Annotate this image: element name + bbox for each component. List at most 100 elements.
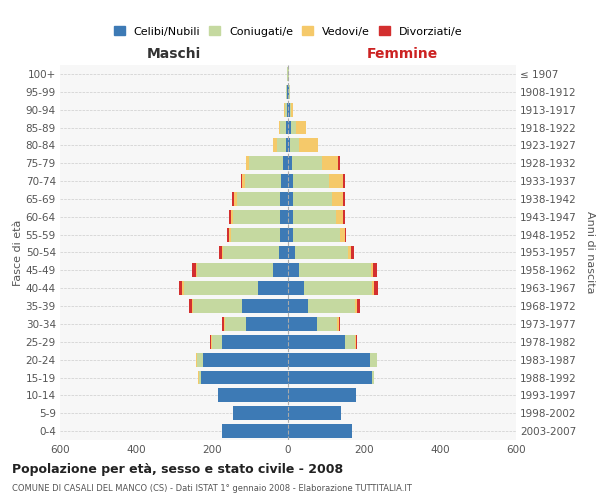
Bar	[292, 156, 322, 170]
Bar	[233, 192, 236, 206]
Bar	[348, 246, 351, 260]
Bar	[288, 192, 293, 206]
Bar	[340, 228, 344, 241]
Bar	[287, 102, 288, 117]
Bar	[197, 264, 273, 278]
Bar	[338, 156, 340, 170]
Bar	[288, 120, 291, 134]
Bar	[280, 120, 286, 134]
Bar	[288, 388, 356, 402]
Bar	[288, 352, 370, 366]
Text: COMUNE DI CASALI DEL MANCO (CS) - Dati ISTAT 1° gennaio 2008 - Elaborazione TUTT: COMUNE DI CASALI DEL MANCO (CS) - Dati I…	[12, 484, 412, 493]
Bar	[286, 138, 288, 152]
Bar	[273, 138, 277, 152]
Bar	[288, 424, 352, 438]
Bar	[322, 156, 338, 170]
Bar	[226, 317, 246, 331]
Bar	[355, 299, 357, 313]
Text: Maschi: Maschi	[147, 48, 201, 62]
Bar	[218, 388, 288, 402]
Bar	[223, 246, 278, 260]
Bar	[288, 264, 299, 278]
Bar	[295, 246, 348, 260]
Bar	[278, 120, 280, 134]
Bar	[203, 352, 288, 366]
Bar	[221, 335, 288, 349]
Bar	[288, 138, 290, 152]
Bar	[288, 210, 293, 224]
Bar	[373, 264, 377, 278]
Bar	[198, 370, 199, 384]
Bar	[370, 352, 377, 366]
Bar	[288, 335, 345, 349]
Y-axis label: Fasce di età: Fasce di età	[13, 220, 23, 286]
Bar	[197, 352, 203, 366]
Bar	[233, 406, 288, 420]
Bar	[288, 246, 295, 260]
Bar	[245, 174, 281, 188]
Bar	[296, 120, 306, 134]
Bar	[351, 246, 354, 260]
Bar	[329, 174, 343, 188]
Bar	[222, 317, 224, 331]
Bar	[332, 192, 343, 206]
Bar	[242, 299, 288, 313]
Bar	[192, 264, 196, 278]
Bar	[343, 210, 344, 224]
Bar	[339, 317, 340, 331]
Bar	[317, 317, 337, 331]
Bar	[232, 192, 233, 206]
Bar	[211, 335, 212, 349]
Bar	[293, 228, 340, 241]
Bar	[182, 281, 184, 295]
Bar	[242, 174, 245, 188]
Bar	[230, 210, 233, 224]
Bar	[284, 102, 285, 117]
Bar	[229, 228, 231, 241]
Bar	[212, 335, 221, 349]
Bar	[287, 85, 288, 99]
Bar	[299, 264, 371, 278]
Bar	[199, 370, 200, 384]
Bar	[288, 174, 293, 188]
Bar	[286, 120, 288, 134]
Bar	[288, 281, 304, 295]
Bar	[357, 299, 360, 313]
Bar	[224, 317, 226, 331]
Bar	[343, 192, 344, 206]
Bar	[293, 192, 332, 206]
Bar	[196, 264, 197, 278]
Bar	[222, 246, 223, 260]
Bar	[257, 281, 288, 295]
Bar	[288, 317, 317, 331]
Bar	[374, 281, 379, 295]
Bar	[219, 246, 222, 260]
Bar	[193, 299, 242, 313]
Bar	[273, 264, 288, 278]
Bar	[231, 228, 280, 241]
Bar	[345, 335, 355, 349]
Bar	[371, 264, 373, 278]
Bar	[288, 85, 289, 99]
Bar	[290, 102, 292, 117]
Bar	[241, 174, 242, 188]
Bar	[288, 370, 371, 384]
Bar	[293, 210, 336, 224]
Bar	[246, 156, 249, 170]
Bar	[293, 174, 329, 188]
Bar	[304, 281, 373, 295]
Bar	[184, 281, 257, 295]
Bar	[227, 228, 229, 241]
Bar	[288, 102, 290, 117]
Legend: Celibi/Nubili, Coniugati/e, Vedovi/e, Divorziati/e: Celibi/Nubili, Coniugati/e, Vedovi/e, Di…	[109, 22, 467, 41]
Bar	[292, 102, 293, 117]
Bar	[200, 370, 288, 384]
Bar	[288, 299, 308, 313]
Bar	[308, 299, 355, 313]
Bar	[371, 370, 373, 384]
Bar	[281, 174, 288, 188]
Bar	[356, 335, 357, 349]
Bar	[336, 210, 343, 224]
Bar	[291, 120, 296, 134]
Bar	[285, 102, 287, 117]
